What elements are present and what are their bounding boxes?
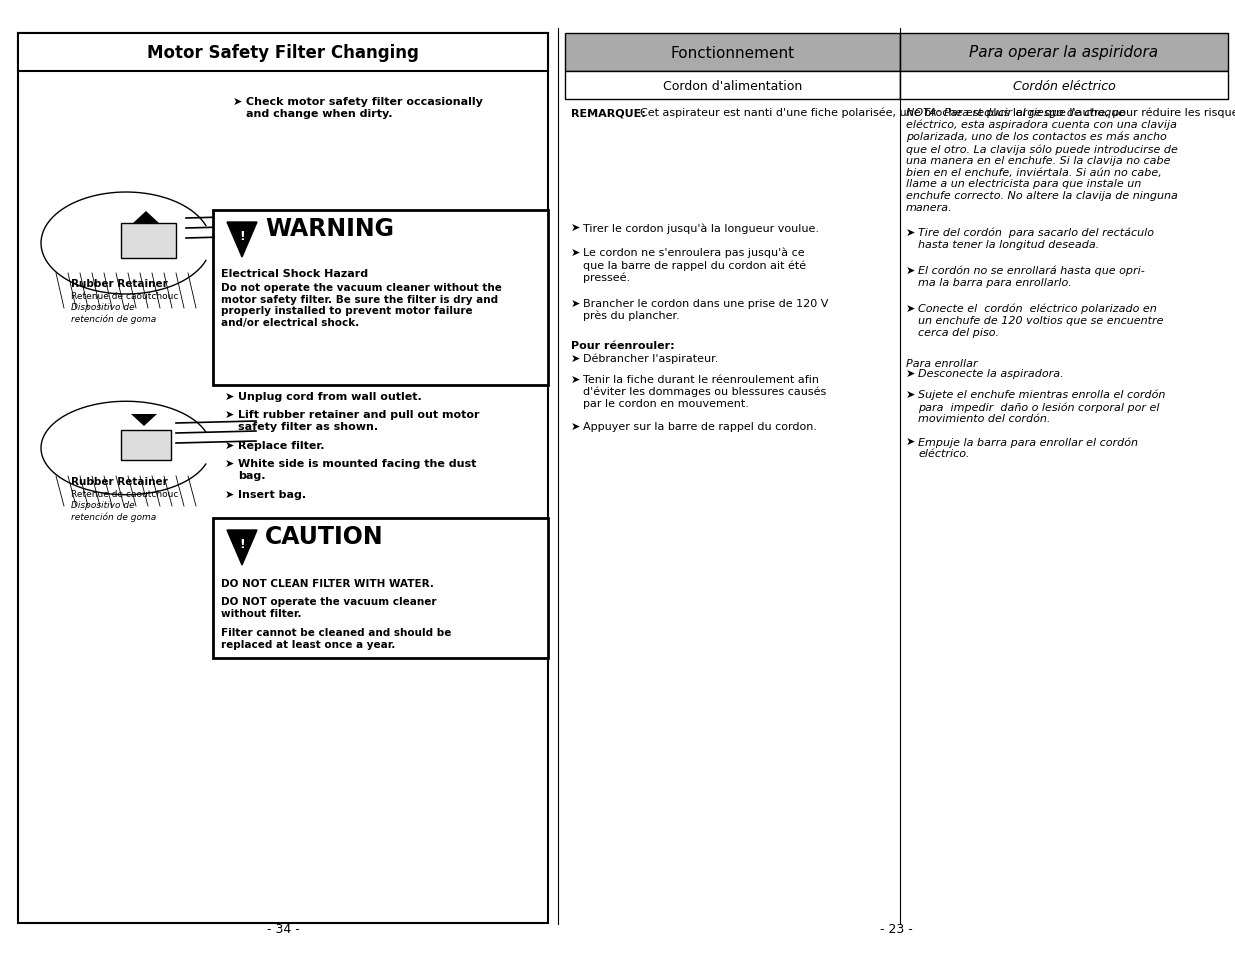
Text: Débrancher l'aspirateur.: Débrancher l'aspirateur.: [583, 354, 719, 364]
Text: Brancher le cordon dans une prise de 120 V
près du plancher.: Brancher le cordon dans une prise de 120…: [583, 298, 829, 321]
Text: White side is mounted facing the dust
bag.: White side is mounted facing the dust ba…: [238, 458, 477, 480]
Text: retención de goma: retención de goma: [70, 512, 157, 521]
Text: !: !: [240, 537, 245, 550]
Text: ➤: ➤: [571, 248, 580, 257]
Text: Check motor safety filter occasionally
and change when dirty.: Check motor safety filter occasionally a…: [246, 97, 483, 118]
Bar: [900, 34, 1228, 71]
Text: NOTA: Para reducir el riesgo de choque
eléctrico, esta aspiradora cuenta con una: NOTA: Para reducir el riesgo de choque e…: [906, 108, 1178, 213]
Bar: [19, 34, 548, 71]
Text: Replace filter.: Replace filter.: [238, 440, 325, 451]
Bar: [121, 224, 177, 258]
Text: Retenue de caoutchouc: Retenue de caoutchouc: [70, 292, 178, 301]
Text: !: !: [240, 230, 245, 242]
Text: DO NOT CLEAN FILTER WITH WATER.: DO NOT CLEAN FILTER WITH WATER.: [221, 578, 433, 588]
Text: ➤: ➤: [225, 490, 235, 499]
Text: ➤: ➤: [906, 390, 915, 399]
Text: Rubber Retainer: Rubber Retainer: [70, 278, 168, 289]
Text: Retenue de caoutchouc: Retenue de caoutchouc: [70, 490, 178, 498]
Text: ➤: ➤: [906, 369, 915, 378]
Text: Filter cannot be cleaned and should be
replaced at least once a year.: Filter cannot be cleaned and should be r…: [221, 627, 451, 649]
Text: Fonctionnement: Fonctionnement: [671, 46, 794, 60]
Text: DO NOT operate the vacuum cleaner
without filter.: DO NOT operate the vacuum cleaner withou…: [221, 597, 436, 618]
Text: ➤: ➤: [906, 304, 915, 314]
Text: ➤: ➤: [906, 228, 915, 237]
Bar: [212, 518, 548, 659]
Text: ➤: ➤: [571, 375, 580, 385]
Text: ➤: ➤: [571, 298, 580, 309]
Text: Pour réenrouler:: Pour réenrouler:: [571, 340, 674, 351]
Text: Tenir la fiche durant le réenroulement afin
d'éviter les dommages ou blessures c: Tenir la fiche durant le réenroulement a…: [583, 375, 826, 409]
Text: ➤: ➤: [233, 97, 242, 107]
Text: Cet aspirateur est nanti d'une fiche polarisée, une broche est plus large que l': Cet aspirateur est nanti d'une fiche pol…: [634, 108, 1235, 118]
Text: ➤: ➤: [906, 436, 915, 447]
Text: Para operar la aspiridora: Para operar la aspiridora: [969, 46, 1158, 60]
Bar: [212, 211, 548, 386]
Text: ➤: ➤: [571, 421, 580, 432]
Bar: [564, 34, 900, 71]
Text: REMARQUE:: REMARQUE:: [571, 108, 646, 118]
Bar: [900, 71, 1228, 100]
Text: ➤: ➤: [225, 440, 235, 451]
Text: Desconecte la aspiradora.: Desconecte la aspiradora.: [918, 369, 1063, 378]
Text: Lift rubber retainer and pull out motor
safety filter as shown.: Lift rubber retainer and pull out motor …: [238, 410, 479, 431]
Text: Rubber Retainer: Rubber Retainer: [70, 476, 168, 486]
Text: Unplug cord from wall outlet.: Unplug cord from wall outlet.: [238, 392, 421, 401]
Text: CAUTION: CAUTION: [266, 524, 384, 548]
Text: Le cordon ne s'enroulera pas jusqu'à ce
que la barre de rappel du cordon ait été: Le cordon ne s'enroulera pas jusqu'à ce …: [583, 248, 806, 283]
Text: ➤: ➤: [571, 354, 580, 364]
Text: ➤: ➤: [906, 266, 915, 275]
Text: Para enrollar: Para enrollar: [906, 358, 978, 369]
Text: ➤: ➤: [225, 458, 235, 469]
Text: ➤: ➤: [571, 223, 580, 233]
Text: El cordón no se enrollará hasta que opri-
ma la barra para enrollarlo.: El cordón no se enrollará hasta que opri…: [918, 266, 1145, 288]
Text: Appuyer sur la barre de rappel du cordon.: Appuyer sur la barre de rappel du cordon…: [583, 421, 818, 432]
Text: Cordón eléctrico: Cordón eléctrico: [1013, 79, 1115, 92]
Text: - 34 -: - 34 -: [267, 923, 299, 935]
Text: Empuje la barra para enrollar el cordón
eléctrico.: Empuje la barra para enrollar el cordón …: [918, 436, 1137, 458]
Text: WARNING: WARNING: [266, 216, 394, 241]
Text: ➤: ➤: [225, 392, 235, 401]
Text: Dispositivo de: Dispositivo de: [70, 500, 135, 510]
Text: Sujete el enchufe mientras enrolla el cordón
para  impedir  daño o lesión corpor: Sujete el enchufe mientras enrolla el co…: [918, 390, 1166, 424]
Text: Dispositivo de: Dispositivo de: [70, 303, 135, 312]
Polygon shape: [227, 223, 257, 257]
Bar: [564, 71, 900, 100]
Text: Motor Safety Filter Changing: Motor Safety Filter Changing: [147, 44, 419, 62]
Text: Cordon d'alimentation: Cordon d'alimentation: [663, 79, 802, 92]
Bar: [19, 34, 548, 923]
Text: Electrical Shock Hazard: Electrical Shock Hazard: [221, 269, 368, 278]
Text: ➤: ➤: [225, 410, 235, 419]
Polygon shape: [133, 212, 159, 224]
Text: Insert bag.: Insert bag.: [238, 490, 306, 499]
Text: Conecte el  cordón  eléctrico polarizado en
un enchufe de 120 voltios que se enc: Conecte el cordón eléctrico polarizado e…: [918, 304, 1163, 337]
Text: Tire del cordón  para sacarlo del rectáculo
hasta tener la longitud deseada.: Tire del cordón para sacarlo del rectácu…: [918, 228, 1153, 250]
Bar: [121, 431, 170, 460]
Polygon shape: [131, 415, 157, 427]
Text: - 23 -: - 23 -: [881, 923, 913, 935]
Text: Do not operate the vacuum cleaner without the
motor safety filter. Be sure the f: Do not operate the vacuum cleaner withou…: [221, 283, 501, 328]
Text: retención de goma: retención de goma: [70, 314, 157, 323]
Polygon shape: [227, 531, 257, 565]
Text: Tirer le cordon jusqu'à la longueur voulue.: Tirer le cordon jusqu'à la longueur voul…: [583, 223, 819, 233]
